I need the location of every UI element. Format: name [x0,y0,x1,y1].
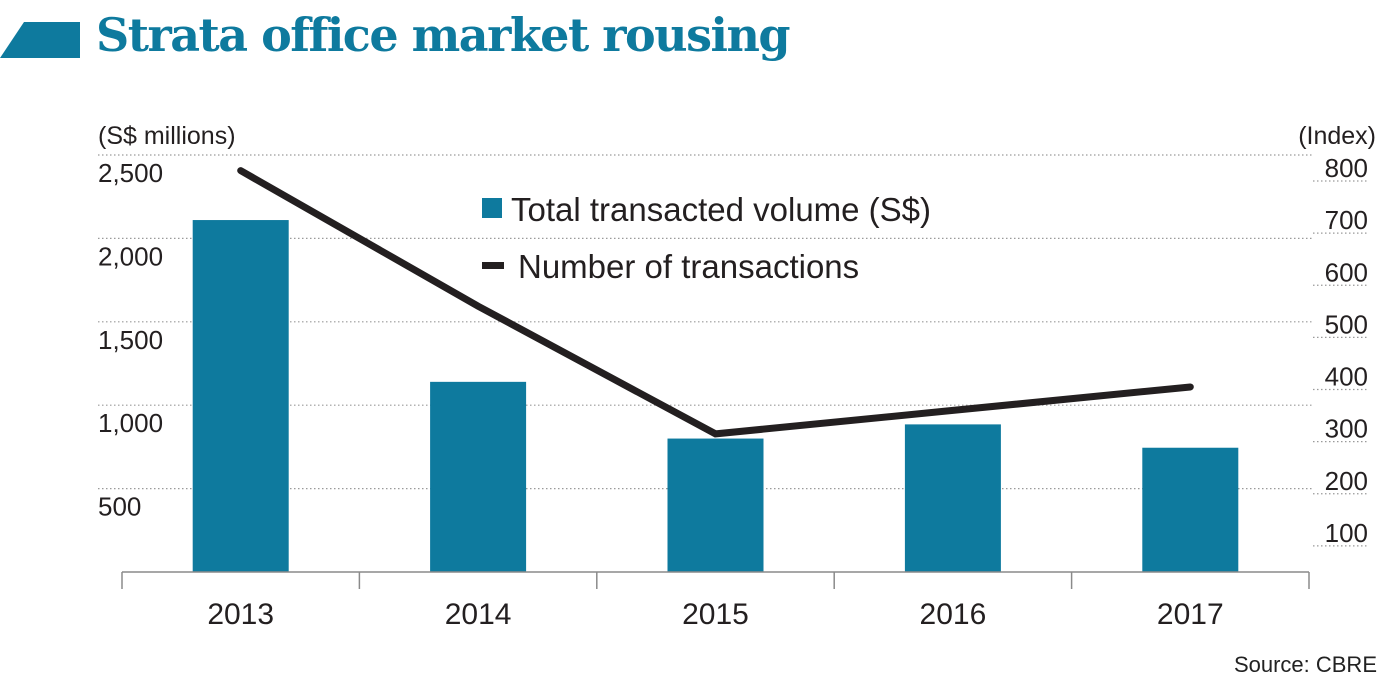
legend-swatch-line [482,262,504,269]
right-axis-ticks: 100 200 300 400 500 600 700 800 [1313,153,1368,548]
x-tick-label: 2015 [682,598,749,631]
y-tick-label-right: 800 [1325,153,1368,183]
y-tick-label-right: 300 [1325,414,1368,444]
y-tick-label-right: 100 [1325,518,1368,548]
bar [668,439,764,572]
x-tick-label: 2014 [445,598,512,631]
y-tick-label-left: 1,500 [98,325,163,355]
x-axis-labels: 2013 2014 2015 2016 2017 [207,598,1223,631]
x-tick-label: 2013 [207,598,274,631]
source-note: Source: CBRE [1234,652,1377,678]
y-tick-label-right: 700 [1325,205,1368,235]
y-tick-label-right: 200 [1325,466,1368,496]
y-tick-label-left: 1,000 [98,408,163,438]
y-axis-label-left: (S$ millions) [98,122,236,150]
axes [122,572,1309,589]
bar [430,382,526,572]
x-tick-label: 2017 [1157,598,1224,631]
y-tick-label-left: 2,500 [98,158,163,188]
y-axis-label-right: (Index) [1298,122,1376,150]
y-tick-label-right: 500 [1325,309,1368,339]
y-tick-label-right: 400 [1325,362,1368,392]
legend-label-line: Number of transactions [518,248,859,285]
bar [1142,448,1238,572]
y-tick-label-left: 500 [98,492,141,522]
y-tick-label-left: 2,000 [98,241,163,271]
x-tick-label: 2016 [920,598,987,631]
legend-swatch-bar [482,198,502,218]
bar [193,220,289,572]
legend-label-bar: Total transacted volume (S$) [511,191,931,228]
y-tick-label-right: 600 [1325,257,1368,287]
bar [905,424,1001,572]
left-axis-ticks: 500 1,000 1,500 2,000 2,500 [98,158,163,522]
